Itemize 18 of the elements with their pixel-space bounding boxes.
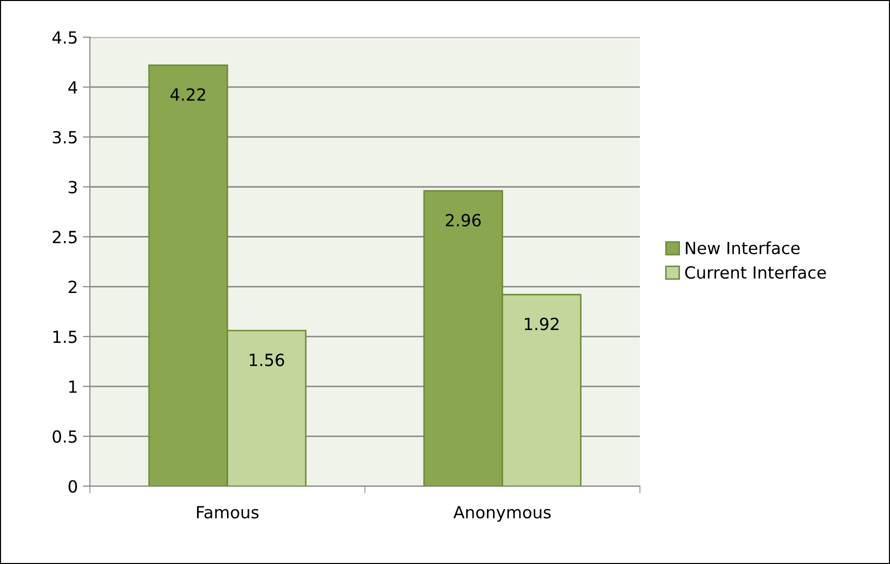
y-tick-label: 0 (68, 480, 77, 493)
legend-label: Current Interface (685, 266, 826, 279)
y-tick-label: 1.5 (53, 330, 77, 344)
y-tick-label: 3 (68, 180, 77, 194)
y-tick-label: 3.5 (52, 130, 77, 144)
data-label: 1.92 (524, 318, 558, 330)
y-tick-label: 2.5 (52, 230, 77, 244)
y-tick-label: 2 (68, 280, 76, 293)
y-tick-label: 1 (69, 380, 77, 393)
data-label: 2.96 (446, 214, 481, 227)
y-tick-label: 4.5 (52, 31, 77, 44)
legend-label: New Interface (686, 241, 800, 254)
y-tick-label: 4 (68, 81, 78, 94)
x-tick-label: Anonymous (453, 506, 551, 522)
y-tick-label: 0.5 (52, 430, 77, 443)
data-label: 1.56 (250, 354, 284, 366)
data-label: 4.22 (170, 88, 206, 101)
x-tick-label: Famous (197, 506, 259, 519)
